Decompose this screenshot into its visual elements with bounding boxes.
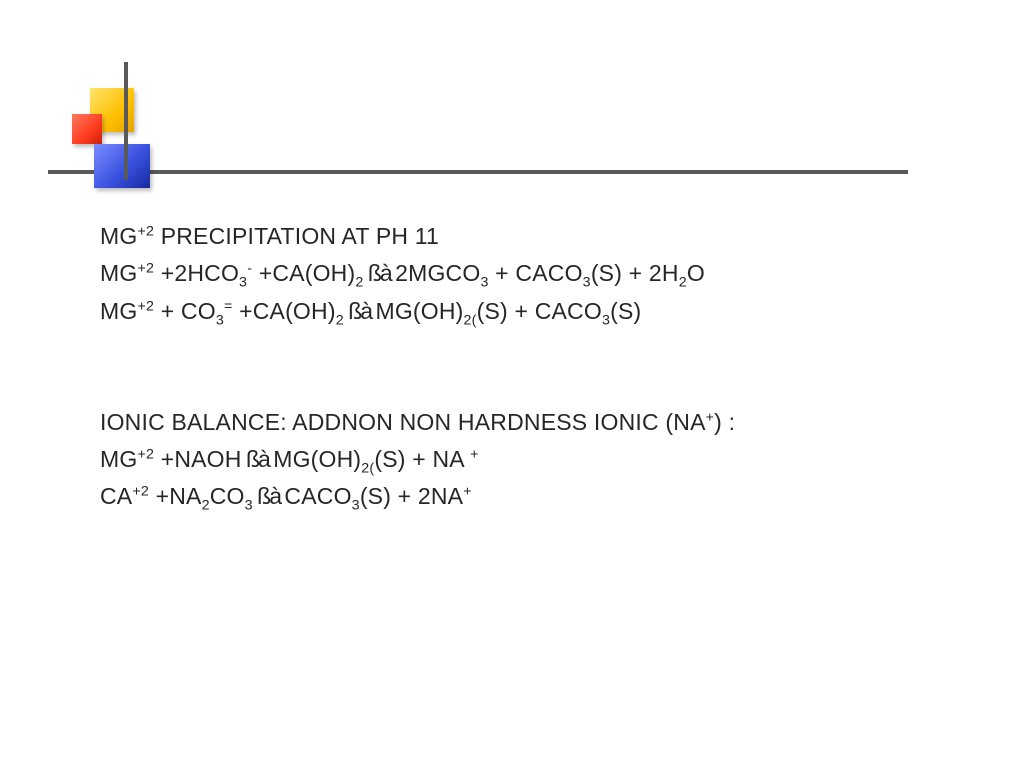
eq-text: CA [100,483,132,509]
eq-text: +CA(OH) [252,260,355,286]
eq-text: (S) + 2NA [360,483,463,509]
eq-sub: 3 [352,498,360,514]
slide-decoration [48,62,928,182]
eq-sub: 2( [361,461,374,477]
eq-sub: 3 [245,498,253,514]
eq-text: +CA(OH) [233,298,336,324]
eq-text: ) : [714,409,735,435]
eq-text: 2MGCO [395,260,480,286]
equation-line-4: IONIC BALANCE: ADDNON NON HARDNESS IONIC… [100,404,930,441]
eq-text: CACO [284,483,351,509]
eq-text: MG [100,446,137,472]
eq-sub: 3 [602,312,610,328]
eq-text: +NA [149,483,202,509]
eq-text: CO [210,483,245,509]
eq-sup: + [470,446,479,462]
eq-sup: +2 [137,223,154,239]
eq-sub: 3 [583,275,591,291]
eq-sub: 3 [239,275,247,291]
eq-text: + CACO [489,260,583,286]
eq-text: MG [100,223,137,249]
equation-line-2: MG+2 +2HCO3- +CA(OH)2 ßà 2MGCO3 + CACO3(… [100,255,930,292]
eq-sup: = [224,298,233,314]
arrow-icon: ßà [363,260,395,286]
eq-sub: 3 [216,312,224,328]
arrow-icon: ßà [253,483,285,509]
eq-sub: 2 [336,312,344,328]
square-red-icon [72,114,102,144]
eq-sup: +2 [137,298,154,314]
eq-sup: + [706,409,715,425]
eq-text: (S) [610,298,641,324]
eq-text: PRECIPITATION AT PH 11 [154,223,439,249]
eq-text: +2HCO [154,260,239,286]
vertical-rule [124,62,128,180]
eq-sub: 3 [480,275,488,291]
equation-line-6: CA+2 +NA2CO3 ßà CACO3(S) + 2NA+ [100,478,930,515]
slide-body: MG+2 PRECIPITATION AT PH 11 MG+2 +2HCO3-… [100,218,930,516]
eq-text: +NAOH [154,446,241,472]
eq-sub: 2( [464,312,477,328]
eq-sup: +2 [137,261,154,277]
eq-text: + CO [154,298,216,324]
equation-line-3: MG+2 + CO3= +CA(OH)2 ßà MG(OH)2((S) + CA… [100,293,930,330]
eq-text: (S) + CACO [477,298,602,324]
eq-sup: + [463,484,472,500]
eq-text: MG [100,298,137,324]
arrow-icon: ßà [242,446,274,472]
horizontal-rule [48,170,908,174]
equation-line-5: MG+2 +NAOH ßà MG(OH)2((S) + NA + [100,441,930,478]
eq-text: (S) + NA [374,446,470,472]
eq-text: IONIC BALANCE: ADDNON NON HARDNESS IONIC… [100,409,706,435]
eq-text: (S) + 2H [591,260,679,286]
blank-spacer [100,330,930,404]
eq-text: MG(OH) [375,298,463,324]
eq-sup: +2 [137,446,154,462]
equation-line-1: MG+2 PRECIPITATION AT PH 11 [100,218,930,255]
arrow-icon: ßà [344,298,376,324]
eq-text: O [687,260,705,286]
eq-text: MG(OH) [273,446,361,472]
square-blue-icon [94,144,150,188]
eq-sub: 2 [202,498,210,514]
eq-text: MG [100,260,137,286]
eq-sub: 2 [679,275,687,291]
eq-sup: +2 [132,484,149,500]
